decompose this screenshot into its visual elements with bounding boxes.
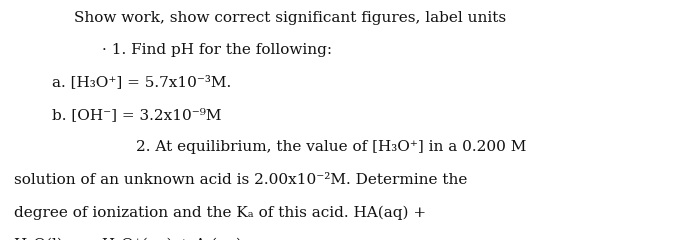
Text: H₂O(l)        H₃O⁺(aq) + A-(aq): H₂O(l) H₃O⁺(aq) + A-(aq) — [14, 238, 242, 240]
Text: 2. At equilibrium, the value of [H₃O⁺] in a 0.200 M: 2. At equilibrium, the value of [H₃O⁺] i… — [136, 140, 527, 154]
Text: Show work, show correct significant figures, label units: Show work, show correct significant figu… — [74, 11, 505, 25]
Text: b. [OH⁻] = 3.2x10⁻⁹M: b. [OH⁻] = 3.2x10⁻⁹M — [52, 108, 222, 122]
Text: · 1. Find pH for the following:: · 1. Find pH for the following: — [102, 43, 332, 57]
Text: a. [H₃O⁺] = 5.7x10⁻³M.: a. [H₃O⁺] = 5.7x10⁻³M. — [52, 76, 232, 90]
Text: solution of an unknown acid is 2.00x10⁻²M. Determine the: solution of an unknown acid is 2.00x10⁻²… — [14, 173, 468, 187]
Text: degree of ionization and the Kₐ of this acid. HA(aq) +: degree of ionization and the Kₐ of this … — [14, 205, 426, 220]
